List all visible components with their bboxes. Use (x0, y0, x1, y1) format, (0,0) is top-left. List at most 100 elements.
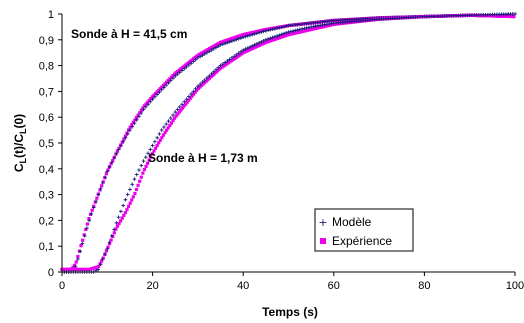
model-point (164, 122, 168, 126)
model-point (168, 78, 173, 83)
model-point (157, 90, 162, 94)
model-point (239, 36, 243, 40)
model-point (243, 47, 248, 51)
experience-point (115, 149, 120, 153)
model-point (214, 45, 218, 50)
x-tick-label: 0 (59, 280, 65, 292)
model-point (298, 27, 302, 32)
model-point (225, 59, 230, 63)
model-point (177, 105, 182, 109)
model-point (139, 163, 144, 168)
model-point (254, 42, 259, 46)
experience-point (98, 188, 102, 192)
model-point (284, 31, 289, 35)
model-point (205, 50, 209, 55)
model-point (261, 29, 266, 34)
annotation-probe-41-5cm: Sonde à H = 41,5 cm (71, 27, 187, 41)
experience-point (131, 120, 135, 124)
model-point (279, 32, 284, 37)
model-point (250, 32, 255, 37)
model-point (89, 212, 94, 216)
x-tick-label: 40 (237, 280, 249, 292)
model-point (209, 48, 214, 52)
experience-point (134, 115, 139, 120)
experience-point (130, 198, 134, 202)
experience-point (114, 152, 118, 156)
model-point (266, 37, 270, 41)
experience-point (85, 222, 89, 226)
y-tick-label: 1 (48, 9, 54, 21)
experience-point (160, 135, 164, 140)
experience-point (142, 167, 147, 172)
model-point (227, 57, 232, 62)
experience-point (117, 146, 121, 150)
experience-point (117, 221, 121, 226)
experience-point (150, 95, 154, 99)
experience-point (90, 208, 94, 212)
x-tick-label: 20 (146, 280, 158, 292)
experience-point (146, 100, 150, 104)
experience-point (114, 227, 118, 231)
experience-point (193, 90, 197, 94)
x-tick-label: 60 (328, 280, 340, 292)
experience-point (81, 238, 85, 242)
model-point (162, 125, 166, 129)
y-axis-title: CL(t)/CL(0) (12, 114, 28, 172)
model-point (110, 160, 114, 165)
experience-point (157, 88, 161, 92)
model-point (225, 40, 230, 45)
x-tick-label: 80 (418, 280, 430, 292)
model-point (112, 227, 116, 232)
x-tick-label: 100 (506, 280, 524, 292)
model-point (259, 30, 264, 34)
experience-point (184, 102, 188, 106)
experience-point (160, 85, 164, 89)
model-point (218, 63, 223, 68)
model-point (110, 234, 114, 238)
model-point (78, 249, 82, 254)
model-point (148, 99, 153, 104)
model-point (96, 192, 101, 197)
model-point (252, 43, 257, 47)
model-point (295, 28, 300, 32)
model-point (223, 60, 227, 65)
model-point (304, 26, 309, 30)
model-point (236, 51, 241, 56)
model-point (207, 49, 212, 54)
model-point (153, 95, 157, 99)
model-point (202, 78, 207, 82)
model-point (141, 107, 146, 112)
model-point (270, 35, 275, 40)
legend-label-model: Modèle (332, 215, 372, 229)
model-point (94, 199, 98, 203)
model-point (171, 113, 175, 117)
model-point (216, 65, 221, 70)
model-point (293, 28, 298, 33)
experience-point (147, 98, 151, 103)
legend-box (314, 208, 414, 252)
experience-point (104, 249, 108, 253)
model-point (91, 205, 96, 210)
model-point (302, 26, 307, 31)
model-point (245, 46, 250, 50)
model-point (259, 40, 264, 44)
model-point (132, 177, 137, 181)
model-point (202, 52, 207, 56)
model-point (125, 132, 130, 136)
curve-group-2 (60, 12, 517, 274)
model-point (189, 61, 193, 66)
experience-point (152, 93, 156, 97)
model-point (103, 252, 107, 256)
experience-point (187, 98, 191, 102)
experience-point (136, 183, 140, 187)
model-point (191, 59, 196, 64)
experience-point (166, 78, 170, 83)
experience-point (158, 138, 162, 142)
experience-point (171, 74, 175, 78)
model-point (100, 257, 105, 261)
model-point (207, 74, 212, 78)
x-tick-labels: 0 20 40 60 80 100 (59, 272, 524, 292)
model-point (173, 110, 178, 114)
model-point (157, 132, 162, 136)
model-point (116, 147, 121, 152)
